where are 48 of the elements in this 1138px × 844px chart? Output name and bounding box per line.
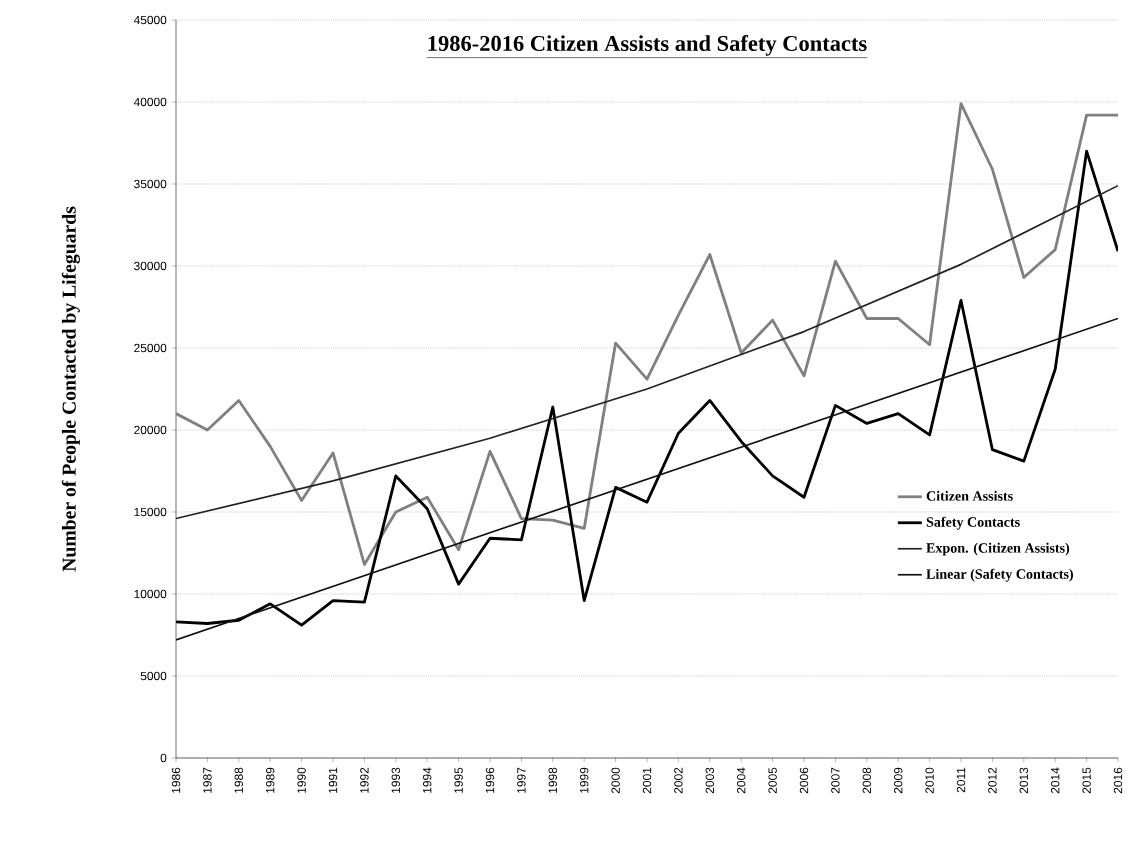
x-tick-label: 1987 bbox=[203, 767, 212, 793]
x-tick-label: 1988 bbox=[234, 767, 244, 793]
y-tick-label: 0 bbox=[160, 753, 167, 763]
y-tick-label: 15000 bbox=[134, 507, 167, 517]
legend-label: Citizen Assists bbox=[926, 490, 1013, 501]
y-tick-label: 30000 bbox=[134, 261, 167, 271]
x-tick-label: 2008 bbox=[862, 767, 872, 794]
x-tick-label: 2010 bbox=[925, 767, 934, 794]
y-tick-label: 40000 bbox=[133, 97, 167, 107]
y-tick-label: 5000 bbox=[140, 671, 167, 681]
x-tick-label: 1996 bbox=[485, 767, 495, 793]
y-tick-label: 45000 bbox=[133, 15, 167, 25]
y-axis-title: Number of People Contacted by Lifeguards bbox=[61, 206, 80, 572]
x-tick-label: 2001 bbox=[642, 767, 652, 794]
x-tick-label: 2014 bbox=[1050, 767, 1060, 794]
x-tick-label: 1992 bbox=[360, 767, 369, 793]
x-tick-label: 2003 bbox=[705, 767, 715, 794]
x-tick-label: 2012 bbox=[988, 767, 997, 794]
x-tick-label: 2005 bbox=[768, 767, 777, 794]
y-tick-label: 10000 bbox=[134, 589, 167, 599]
x-tick-label: 1994 bbox=[422, 767, 432, 793]
x-tick-label: 1998 bbox=[548, 767, 558, 793]
x-tick-label: 1995 bbox=[454, 767, 463, 793]
x-tick-label: 1999 bbox=[579, 767, 589, 793]
x-tick-label: 2000 bbox=[611, 767, 620, 794]
y-tick-label: 25000 bbox=[134, 343, 167, 353]
x-tick-label: 2002 bbox=[674, 767, 683, 794]
y-tick-label: 35000 bbox=[134, 179, 167, 189]
x-tick-label: 1997 bbox=[517, 767, 526, 793]
text: 1986-2016 Citizen Assists and Safety Contacts bbox=[428, 34, 867, 56]
x-tick-label: 2007 bbox=[831, 767, 840, 794]
legend-label: Linear (Safety Contacts) bbox=[926, 568, 1073, 582]
x-tick-label: 2016 bbox=[1113, 767, 1123, 794]
x-tick-label: 1991 bbox=[328, 767, 338, 793]
x-tick-label: 1986 bbox=[171, 767, 181, 793]
x-tick-label: 2009 bbox=[893, 767, 903, 794]
x-tick-label: 1989 bbox=[265, 767, 275, 793]
x-tick-label: 1990 bbox=[297, 767, 306, 793]
legend-label: Expon. (Citizen Assists) bbox=[926, 542, 1070, 556]
x-tick-label: 2015 bbox=[1082, 767, 1091, 794]
x-tick-label: 2006 bbox=[799, 767, 809, 794]
legend-label: Safety Contacts bbox=[926, 516, 1020, 530]
x-tick-label: 1993 bbox=[391, 767, 401, 793]
x-tick-label: 2004 bbox=[736, 767, 746, 794]
y-tick-label: 20000 bbox=[134, 425, 167, 435]
x-tick-label: 2013 bbox=[1019, 767, 1029, 794]
line-series bbox=[176, 102, 1118, 566]
x-tick-label: 2011 bbox=[956, 767, 966, 793]
